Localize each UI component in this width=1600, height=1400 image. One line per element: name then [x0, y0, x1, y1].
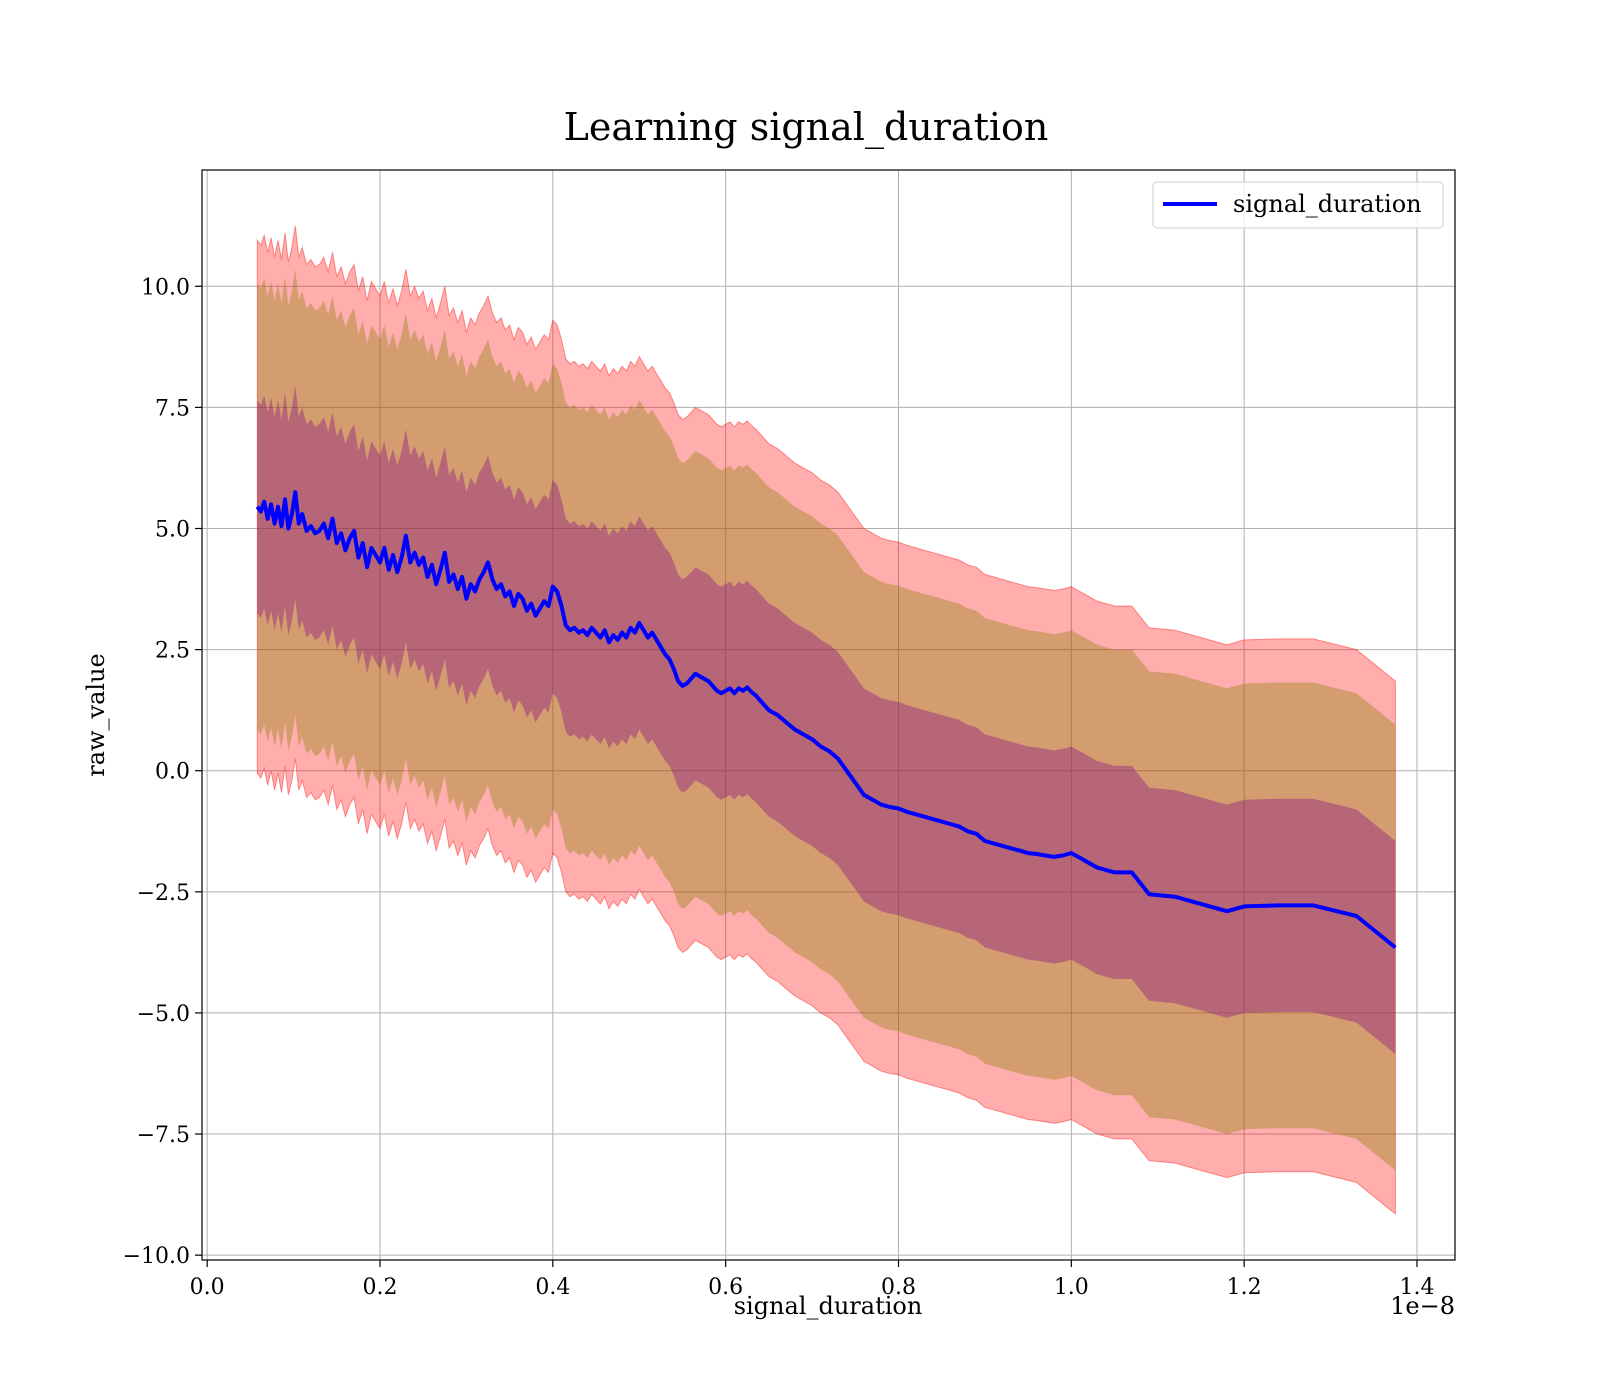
outer-band: [256, 225, 1396, 1216]
inner-band: [257, 385, 1396, 1055]
x-tick-label: 1.0: [1054, 1275, 1089, 1300]
legend: signal_duration: [1152, 181, 1444, 229]
x-tick-label: 0.2: [363, 1275, 398, 1300]
y-axis-ticks: −10.0 −7.5 −5.0 −2.5 0.0 2.5 5.0 7.5 10.0: [123, 275, 202, 1269]
chart-title: Learning signal_duration: [564, 105, 1049, 150]
legend-box: [1152, 181, 1444, 229]
x-tick-label: 0.0: [190, 1275, 225, 1300]
x-tick-label: 0.6: [708, 1275, 743, 1300]
y-tick-label: −5.0: [137, 1002, 190, 1027]
y-axis-label: raw_value: [82, 653, 110, 777]
y-tick-label: −7.5: [137, 1123, 190, 1148]
grid: [202, 170, 1455, 1260]
middle-band: [257, 269, 1396, 1171]
y-tick-label: 5.0: [155, 517, 190, 542]
y-tick-label: 10.0: [141, 275, 190, 300]
legend-label-signal-duration: signal_duration: [1233, 190, 1422, 218]
x-axis-ticks: 0.0 0.2 0.4 0.6 0.8 1.0 1.2 1.4: [190, 1260, 1434, 1300]
y-tick-label: −10.0: [123, 1244, 190, 1269]
x-axis-offset-label: 1e−8: [1390, 1292, 1455, 1320]
series-line-signal-duration: [255, 490, 1397, 950]
x-tick-label: 0.8: [881, 1275, 916, 1300]
x-axis-label: signal_duration: [734, 1292, 923, 1320]
y-tick-label: −2.5: [137, 881, 190, 906]
y-tick-label: 7.5: [155, 396, 190, 421]
confidence-bands: [256, 225, 1396, 1216]
x-tick-label: 0.4: [535, 1275, 570, 1300]
x-tick-label: 1.2: [1227, 1275, 1262, 1300]
y-tick-label: 2.5: [155, 639, 190, 664]
series-lines: [255, 490, 1397, 950]
plot-frame: [201, 169, 1456, 1261]
x-tick-label: 1.4: [1399, 1275, 1434, 1300]
y-tick-label: 0.0: [155, 760, 190, 785]
